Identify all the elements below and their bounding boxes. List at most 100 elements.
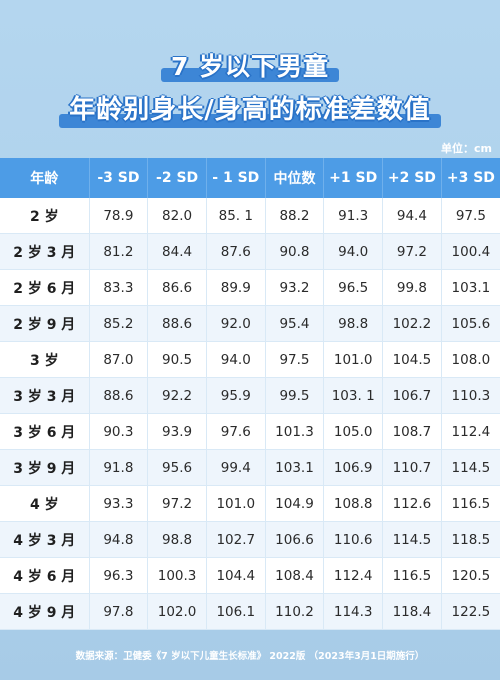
value-cell: 89.9 [206, 269, 266, 306]
value-cell: 82.0 [147, 198, 207, 234]
age-cell: 4 岁 [0, 485, 90, 522]
value-cell: 108.7 [382, 413, 442, 450]
header-median: 中位数 [265, 158, 325, 198]
value-cell: 112.4 [441, 413, 500, 450]
value-cell: 94.4 [382, 198, 442, 234]
value-cell: 103. 1 [323, 377, 384, 414]
value-cell: 102.0 [147, 593, 207, 630]
age-cell: 3 岁 9 月 [0, 449, 90, 486]
value-cell: 102.2 [382, 305, 442, 342]
header-plus-2sd: +2 SD [382, 158, 442, 198]
table-header-row: 年龄 -3 SD -2 SD - 1 SD 中位数 +1 SD +2 SD +3… [0, 158, 500, 198]
value-cell: 98.8 [323, 305, 384, 342]
value-cell: 93.2 [265, 269, 325, 306]
value-cell: 94.0 [206, 341, 266, 378]
value-cell: 108.0 [441, 341, 500, 378]
value-cell: 95.9 [206, 377, 266, 414]
age-cell: 4 岁 6 月 [0, 557, 90, 594]
age-cell: 2 岁 [0, 198, 90, 234]
age-cell: 2 岁 9 月 [0, 305, 90, 342]
value-cell: 114.5 [441, 449, 500, 486]
value-cell: 102.7 [206, 521, 266, 558]
value-cell: 86.6 [147, 269, 207, 306]
header-plus-1sd: +1 SD [323, 158, 384, 198]
value-cell: 106.7 [382, 377, 442, 414]
value-cell: 81.2 [89, 233, 149, 270]
header-minus-1sd: - 1 SD [206, 158, 266, 198]
value-cell: 97.2 [382, 233, 442, 270]
value-cell: 97.8 [89, 593, 149, 630]
value-cell: 114.3 [323, 593, 384, 630]
value-cell: 87.6 [206, 233, 266, 270]
age-cell: 3 岁 3 月 [0, 377, 90, 414]
value-cell: 85.2 [89, 305, 149, 342]
value-cell: 90.5 [147, 341, 207, 378]
table-row: 3 岁 3 月 88.6 92.2 95.9 99.5 103. 1 106.7 110.3 [0, 377, 500, 414]
value-cell: 108.4 [265, 557, 325, 594]
value-cell: 99.5 [265, 377, 325, 414]
value-cell: 118.5 [441, 521, 500, 558]
value-cell: 94.8 [89, 521, 149, 558]
value-cell: 112.6 [382, 485, 442, 522]
value-cell: 93.3 [89, 485, 149, 522]
value-cell: 92.2 [147, 377, 207, 414]
table-row: 3 岁 6 月 90.3 93.9 97.6 101.3 105.0 108.7 112.4 [0, 413, 500, 450]
value-cell: 110.2 [265, 593, 325, 630]
value-cell: 104.4 [206, 557, 266, 594]
table-row: 4 岁 93.3 97.2 101.0 104.9 108.8 112.6 116.5 [0, 485, 500, 522]
value-cell: 90.3 [89, 413, 149, 450]
value-cell: 106.6 [265, 521, 325, 558]
value-cell: 104.9 [265, 485, 325, 522]
age-cell: 3 岁 6 月 [0, 413, 90, 450]
value-cell: 110.6 [323, 521, 384, 558]
value-cell: 95.4 [265, 305, 325, 342]
value-cell: 106.9 [323, 449, 384, 486]
value-cell: 92.0 [206, 305, 266, 342]
value-cell: 85. 1 [206, 198, 266, 234]
height-sd-table-card: 年龄 -3 SD -2 SD - 1 SD 中位数 +1 SD +2 SD +3… [0, 158, 500, 630]
table-row: 2 岁 9 月 85.2 88.6 92.0 95.4 98.8 102.2 105.6 [0, 305, 500, 342]
value-cell: 106.1 [206, 593, 266, 630]
title-line-2-text: 年龄别身长/身高的标准差数值 [69, 95, 431, 125]
value-cell: 90.8 [265, 233, 325, 270]
table-row: 2 岁 3 月 81.2 84.4 87.6 90.8 94.0 97.2 100.4 [0, 233, 500, 270]
value-cell: 105.6 [441, 305, 500, 342]
value-cell: 120.5 [441, 557, 500, 594]
value-cell: 95.6 [147, 449, 207, 486]
header-age: 年龄 [0, 158, 90, 198]
value-cell: 99.4 [206, 449, 266, 486]
value-cell: 96.3 [89, 557, 149, 594]
header-plus-3sd: +3 SD [441, 158, 500, 198]
value-cell: 94.0 [323, 233, 384, 270]
value-cell: 96.5 [323, 269, 384, 306]
value-cell: 88.2 [265, 198, 325, 234]
age-cell: 2 岁 3 月 [0, 233, 90, 270]
table-row: 4 岁 6 月 96.3 100.3 104.4 108.4 112.4 116.5 120.… [0, 557, 500, 594]
value-cell: 101.0 [323, 341, 384, 378]
table-row: 3 岁 87.0 90.5 94.0 97.5 101.0 104.5 108.0 [0, 341, 500, 378]
value-cell: 110.7 [382, 449, 442, 486]
title-line-1-text: 7 岁以下男童 [170, 52, 330, 81]
value-cell: 122.5 [441, 593, 500, 630]
value-cell: 100.4 [441, 233, 500, 270]
value-cell: 98.8 [147, 521, 207, 558]
value-cell: 78.9 [89, 198, 149, 234]
value-cell: 116.5 [441, 485, 500, 522]
value-cell: 84.4 [147, 233, 207, 270]
value-cell: 97.6 [206, 413, 266, 450]
table-row: 4 岁 3 月 94.8 98.8 102.7 106.6 110.6 114.5 118.5 [0, 521, 500, 558]
value-cell: 88.6 [89, 377, 149, 414]
value-cell: 104.5 [382, 341, 442, 378]
value-cell: 99.8 [382, 269, 442, 306]
data-source-footer: 数据来源：卫健委《7 岁以下儿童生长标准》 2022版 （2023年3月1日期施… [75, 651, 425, 662]
age-cell: 4 岁 9 月 [0, 593, 90, 630]
unit-label: 单位：cm [441, 142, 492, 155]
value-cell: 114.5 [382, 521, 442, 558]
value-cell: 87.0 [89, 341, 149, 378]
value-cell: 116.5 [382, 557, 442, 594]
header-minus-3sd: -3 SD [89, 158, 149, 198]
age-cell: 3 岁 [0, 341, 90, 378]
title-line-2: 年龄别身长/身高的标准差数值 [59, 90, 441, 130]
value-cell: 97.5 [441, 198, 500, 234]
